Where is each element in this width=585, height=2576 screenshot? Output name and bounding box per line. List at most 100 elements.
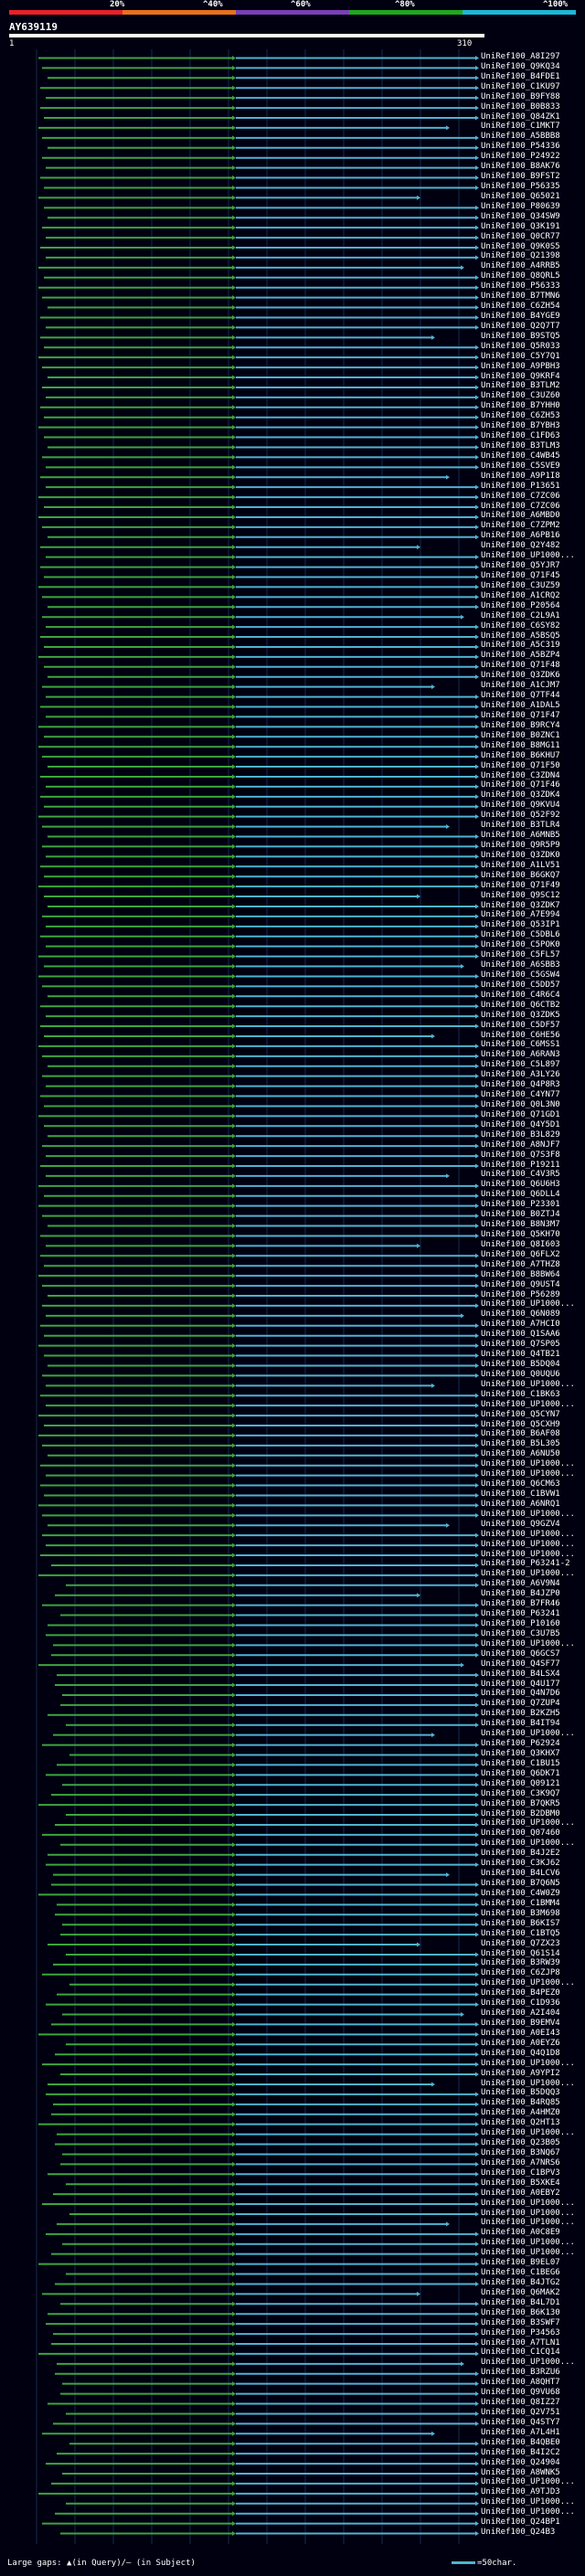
hit-label[interactable]: UniRef100_C1CQ14 — [481, 2348, 560, 2358]
hit-label[interactable]: UniRef100_B7QKR5 — [481, 1798, 560, 1808]
hit-label[interactable]: UniRef100_C3UZ59 — [481, 580, 560, 590]
hit-label[interactable]: UniRef100_C3KJ62 — [481, 1859, 560, 1869]
hit-label[interactable]: UniRef100_B8N3M7 — [481, 1220, 560, 1230]
hit-label[interactable]: UniRef100_A1DAL5 — [481, 701, 560, 711]
hit-label[interactable]: UniRef100_C6ZH54 — [481, 302, 560, 312]
hit-label[interactable]: UniRef100_C4W0Z9 — [481, 1888, 560, 1898]
hit-label[interactable]: UniRef100_C5GSW4 — [481, 970, 560, 980]
hit-label[interactable]: UniRef100_UP1000... — [481, 1569, 575, 1579]
hit-label[interactable]: UniRef100_Q6DLL4 — [481, 1190, 560, 1200]
hit-label[interactable]: UniRef100_B8MG11 — [481, 740, 560, 750]
hit-label[interactable]: UniRef100_UP1000... — [481, 551, 575, 561]
hit-label[interactable]: UniRef100_B3TLR4 — [481, 821, 560, 831]
hit-label[interactable]: UniRef100_Q3ZDK7 — [481, 900, 560, 910]
hit-label[interactable]: UniRef100_Q4SF77 — [481, 1659, 560, 1669]
hit-label[interactable]: UniRef100_Q4STY7 — [481, 2417, 560, 2427]
hit-label[interactable]: UniRef100_UP1000... — [481, 2198, 575, 2208]
hit-label[interactable]: UniRef100_UP1000... — [481, 2477, 575, 2487]
hit-label[interactable]: UniRef100_Q34SW9 — [481, 211, 560, 221]
hit-label[interactable]: UniRef100_C1BVW1 — [481, 1489, 560, 1499]
hit-label[interactable]: UniRef100_C4V3R5 — [481, 1170, 560, 1180]
hit-label[interactable]: UniRef100_UP1000... — [481, 1299, 575, 1309]
hit-label[interactable]: UniRef100_P56335 — [481, 182, 560, 191]
hit-label[interactable]: UniRef100_B3RW39 — [481, 1958, 560, 1968]
hit-label[interactable]: UniRef100_Q4P8R3 — [481, 1080, 560, 1090]
hit-label[interactable]: UniRef100_Q52F92 — [481, 811, 560, 821]
hit-label[interactable]: UniRef100_UP1000... — [481, 1839, 575, 1849]
hit-label[interactable]: UniRef100_B7TMN6 — [481, 292, 560, 302]
hit-label[interactable]: UniRef100_B9FY88 — [481, 91, 560, 101]
hit-label[interactable]: UniRef100_Q6DK71 — [481, 1768, 560, 1778]
hit-label[interactable]: UniRef100_A1LV51 — [481, 860, 560, 870]
hit-label[interactable]: UniRef100_UP1000... — [481, 1729, 575, 1739]
hit-label[interactable]: UniRef100_Q4Q1D8 — [481, 2048, 560, 2058]
hit-label[interactable]: UniRef100_A8WNK5 — [481, 2467, 560, 2477]
hit-label[interactable]: UniRef100_A9P1I8 — [481, 471, 560, 481]
hit-label[interactable]: UniRef100_B3TLM3 — [481, 441, 560, 451]
hit-label[interactable]: UniRef100_P63241 — [481, 1609, 560, 1619]
hit-label[interactable]: UniRef100_Q6CM63 — [481, 1479, 560, 1489]
hit-label[interactable]: UniRef100_P56333 — [481, 281, 560, 292]
hit-label[interactable]: UniRef100_C6ZJP8 — [481, 1968, 560, 1978]
hit-label[interactable]: UniRef100_Q0UQU6 — [481, 1369, 560, 1379]
hit-label[interactable]: UniRef100_Q24B3 — [481, 2528, 556, 2538]
hit-label[interactable]: UniRef100_B6K130 — [481, 2307, 560, 2317]
hit-label[interactable]: UniRef100_B4FDE1 — [481, 71, 560, 81]
hit-label[interactable]: UniRef100_Q5YJR7 — [481, 561, 560, 571]
hit-label[interactable]: UniRef100_C7ZPM2 — [481, 521, 560, 531]
hit-label[interactable]: UniRef100_A7NRS6 — [481, 2157, 560, 2168]
hit-label[interactable]: UniRef100_Q6MAK2 — [481, 2287, 560, 2297]
hit-label[interactable]: UniRef100_B3RZU6 — [481, 2368, 560, 2378]
hit-label[interactable]: UniRef100_B5DQ04 — [481, 1360, 560, 1369]
hit-label[interactable]: UniRef100_A7E994 — [481, 910, 560, 920]
hit-label[interactable]: UniRef100_B0ZNC1 — [481, 730, 560, 740]
hit-label[interactable]: UniRef100_A8I297 — [481, 52, 560, 61]
hit-label[interactable]: UniRef100_B9FST2 — [481, 172, 560, 182]
hit-label[interactable]: UniRef100_Q3ZDK5 — [481, 1010, 560, 1020]
hit-label[interactable]: UniRef100_Q4Y5D1 — [481, 1119, 560, 1129]
hit-label[interactable]: UniRef100_P20564 — [481, 600, 560, 610]
hit-label[interactable]: UniRef100_UP1000... — [481, 2218, 575, 2228]
hit-label[interactable]: UniRef100_P56289 — [481, 1289, 560, 1299]
hit-label[interactable]: UniRef100_P54336 — [481, 142, 560, 152]
hit-label[interactable]: UniRef100_P23301 — [481, 1200, 560, 1210]
hit-label[interactable]: UniRef100_B0ZTJ4 — [481, 1210, 560, 1220]
hit-label[interactable]: UniRef100_B4JTG2 — [481, 2277, 560, 2287]
hit-label[interactable]: UniRef100_B7YHH0 — [481, 401, 560, 411]
hit-label[interactable]: UniRef100_UP1000... — [481, 2248, 575, 2258]
hit-label[interactable]: UniRef100_A6MNB5 — [481, 831, 560, 841]
hit-label[interactable]: UniRef100_B4IT94 — [481, 1719, 560, 1729]
hit-label[interactable]: UniRef100_Q71F46 — [481, 780, 560, 790]
hit-label[interactable]: UniRef100_C1D936 — [481, 1998, 560, 2009]
hit-label[interactable]: UniRef100_B4YGE9 — [481, 312, 560, 322]
hit-label[interactable]: UniRef100_C1FD63 — [481, 431, 560, 441]
hit-label[interactable]: UniRef100_A1CRQ2 — [481, 590, 560, 600]
hit-label[interactable]: UniRef100_Q71F50 — [481, 760, 560, 770]
hit-label[interactable]: UniRef100_Q71GD1 — [481, 1109, 560, 1119]
hit-label[interactable]: UniRef100_Q2Q7T7 — [481, 321, 560, 331]
hit-label[interactable]: UniRef100_B3M698 — [481, 1908, 560, 1918]
hit-label[interactable]: UniRef100_A9PBH3 — [481, 361, 560, 371]
hit-label[interactable]: UniRef100_A1CJM7 — [481, 681, 560, 691]
hit-label[interactable]: UniRef100_B4JZP0 — [481, 1589, 560, 1599]
hit-label[interactable]: UniRef100_Q2V751 — [481, 2407, 560, 2417]
hit-label[interactable]: UniRef100_UP1000... — [481, 2507, 575, 2518]
hit-label[interactable]: UniRef100_UP1000... — [481, 1379, 575, 1389]
hit-label[interactable]: UniRef100_UP1000... — [481, 1399, 575, 1409]
hit-label[interactable]: UniRef100_Q61S14 — [481, 1948, 560, 1958]
hit-label[interactable]: UniRef100_B4L7D1 — [481, 2297, 560, 2307]
hit-label[interactable]: UniRef100_Q1SAA6 — [481, 1330, 560, 1340]
hit-label[interactable]: UniRef100_Q71F45 — [481, 571, 560, 581]
hit-label[interactable]: UniRef100_B3TLM2 — [481, 381, 560, 391]
hit-label[interactable]: UniRef100_P62924 — [481, 1739, 560, 1749]
hit-label[interactable]: UniRef100_Q71F48 — [481, 661, 560, 671]
hit-label[interactable]: UniRef100_A6V9N4 — [481, 1579, 560, 1589]
hit-label[interactable]: UniRef100_A6RAN3 — [481, 1050, 560, 1060]
hit-label[interactable]: UniRef100_Q07460 — [481, 1829, 560, 1839]
hit-label[interactable]: UniRef100_C2L9A1 — [481, 610, 560, 620]
hit-label[interactable]: UniRef100_B4QBE0 — [481, 2437, 560, 2447]
hit-label[interactable]: UniRef100_B2KZH5 — [481, 1709, 560, 1719]
hit-label[interactable]: UniRef100_B3NQ67 — [481, 2147, 560, 2157]
hit-label[interactable]: UniRef100_P24922 — [481, 152, 560, 162]
hit-label[interactable]: UniRef100_A5BZP4 — [481, 651, 560, 661]
